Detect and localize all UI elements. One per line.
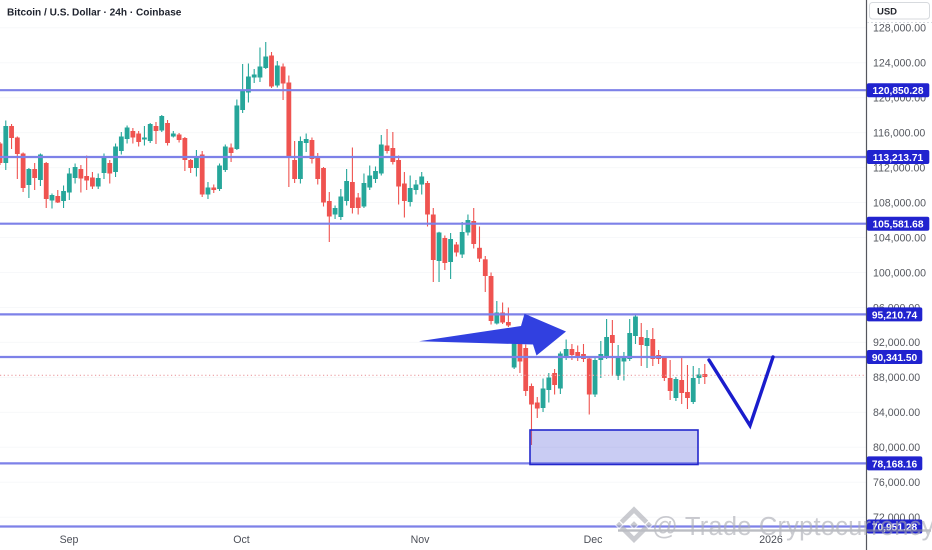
svg-text:2026: 2026 bbox=[759, 534, 783, 546]
svg-text:108,000.00: 108,000.00 bbox=[873, 197, 926, 209]
svg-text:100,000.00: 100,000.00 bbox=[873, 267, 926, 279]
svg-text:124,000.00: 124,000.00 bbox=[873, 58, 926, 70]
svg-text:112,000.00: 112,000.00 bbox=[873, 162, 925, 174]
svg-text:USD: USD bbox=[877, 7, 897, 18]
svg-text:116,000.00: 116,000.00 bbox=[873, 127, 925, 139]
svg-text:90,341.50: 90,341.50 bbox=[872, 353, 918, 364]
svg-text:80,000.00: 80,000.00 bbox=[873, 442, 920, 454]
svg-text:@ Trade Cryptocurrency: @ Trade Cryptocurrency bbox=[652, 513, 932, 541]
svg-text:Dec: Dec bbox=[584, 534, 604, 546]
svg-text:76,000.00: 76,000.00 bbox=[873, 477, 920, 489]
svg-text:Oct: Oct bbox=[233, 534, 250, 546]
svg-text:70,951.28: 70,951.28 bbox=[872, 522, 918, 533]
svg-text:105,581.68: 105,581.68 bbox=[873, 220, 924, 231]
svg-text:84,000.00: 84,000.00 bbox=[873, 407, 920, 419]
svg-text:95,210.74: 95,210.74 bbox=[872, 310, 918, 321]
svg-text:Sep: Sep bbox=[60, 534, 79, 546]
svg-text:92,000.00: 92,000.00 bbox=[873, 337, 920, 349]
svg-text:78,168.16: 78,168.16 bbox=[872, 459, 918, 470]
svg-text:88,000.00: 88,000.00 bbox=[873, 372, 920, 384]
svg-text:Bitcoin / U.S. Dollar · 24h ·: Bitcoin / U.S. Dollar · 24h · Coinbase bbox=[7, 8, 182, 19]
svg-text:120,850.28: 120,850.28 bbox=[873, 86, 924, 97]
svg-text:104,000.00: 104,000.00 bbox=[873, 232, 926, 244]
svg-text:113,213.71: 113,213.71 bbox=[873, 153, 924, 164]
svg-text:Nov: Nov bbox=[411, 534, 431, 546]
svg-text:128,000.00: 128,000.00 bbox=[873, 23, 926, 35]
